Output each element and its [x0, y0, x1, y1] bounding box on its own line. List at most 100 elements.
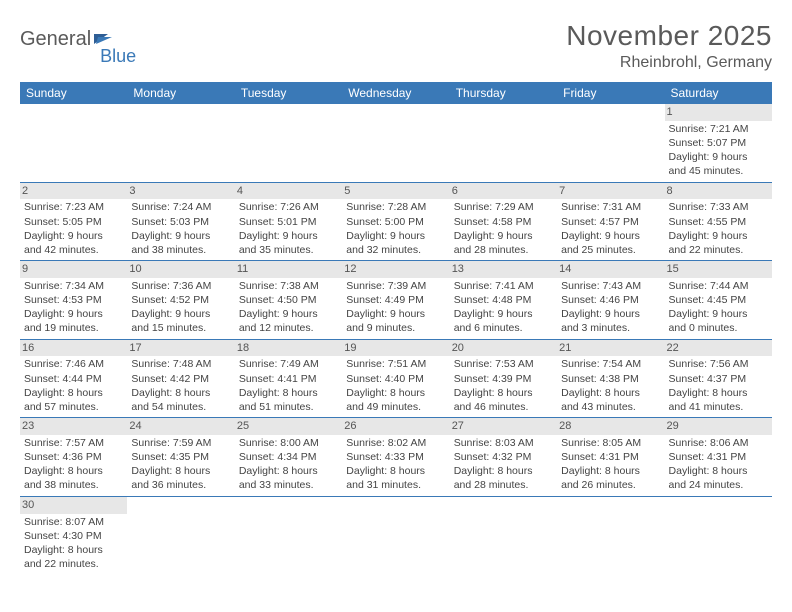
sunrise-line: Sunrise: 7:44 AM	[669, 279, 768, 293]
day-number: 14	[557, 261, 664, 278]
sunset-line: Sunset: 4:33 PM	[346, 450, 445, 464]
daylight-line-1: Daylight: 9 hours	[454, 307, 553, 321]
sunrise-line: Sunrise: 7:23 AM	[24, 200, 123, 214]
sunset-line: Sunset: 4:42 PM	[131, 372, 230, 386]
day-number: 25	[235, 418, 342, 435]
sunrise-line: Sunrise: 7:48 AM	[131, 357, 230, 371]
col-thursday: Thursday	[450, 82, 557, 104]
sunrise-line: Sunrise: 7:41 AM	[454, 279, 553, 293]
sunrise-line: Sunrise: 7:34 AM	[24, 279, 123, 293]
day-number: 27	[450, 418, 557, 435]
daylight-line-2: and 41 minutes.	[669, 400, 768, 414]
calendar-week-row: 9Sunrise: 7:34 AMSunset: 4:53 PMDaylight…	[20, 261, 772, 340]
daylight-line-2: and 49 minutes.	[346, 400, 445, 414]
sunset-line: Sunset: 4:41 PM	[239, 372, 338, 386]
calendar-day-cell: 6Sunrise: 7:29 AMSunset: 4:58 PMDaylight…	[450, 182, 557, 261]
sunset-line: Sunset: 4:32 PM	[454, 450, 553, 464]
calendar-day-cell: 3Sunrise: 7:24 AMSunset: 5:03 PMDaylight…	[127, 182, 234, 261]
sunset-line: Sunset: 5:00 PM	[346, 215, 445, 229]
daylight-line-2: and 25 minutes.	[561, 243, 660, 257]
day-number: 23	[20, 418, 127, 435]
calendar-day-cell	[127, 104, 234, 182]
logo-text-general: General	[20, 28, 91, 51]
daylight-line-1: Daylight: 8 hours	[239, 386, 338, 400]
day-number: 26	[342, 418, 449, 435]
calendar-day-cell: 13Sunrise: 7:41 AMSunset: 4:48 PMDayligh…	[450, 261, 557, 340]
day-number: 15	[665, 261, 772, 278]
sunset-line: Sunset: 4:30 PM	[24, 529, 123, 543]
sunrise-line: Sunrise: 7:21 AM	[669, 122, 768, 136]
calendar-day-cell: 14Sunrise: 7:43 AMSunset: 4:46 PMDayligh…	[557, 261, 664, 340]
daylight-line-1: Daylight: 8 hours	[561, 464, 660, 478]
sunrise-line: Sunrise: 8:03 AM	[454, 436, 553, 450]
daylight-line-1: Daylight: 8 hours	[346, 464, 445, 478]
sunset-line: Sunset: 4:58 PM	[454, 215, 553, 229]
daylight-line-1: Daylight: 8 hours	[454, 464, 553, 478]
sunset-line: Sunset: 4:52 PM	[131, 293, 230, 307]
sunset-line: Sunset: 4:45 PM	[669, 293, 768, 307]
daylight-line-2: and 38 minutes.	[131, 243, 230, 257]
col-sunday: Sunday	[20, 82, 127, 104]
day-number: 4	[235, 183, 342, 200]
daylight-line-1: Daylight: 9 hours	[24, 229, 123, 243]
daylight-line-1: Daylight: 8 hours	[24, 464, 123, 478]
sunset-line: Sunset: 4:55 PM	[669, 215, 768, 229]
daylight-line-2: and 6 minutes.	[454, 321, 553, 335]
title-block: November 2025 Rheinbrohl, Germany	[566, 20, 772, 72]
daylight-line-1: Daylight: 8 hours	[131, 464, 230, 478]
daylight-line-2: and 0 minutes.	[669, 321, 768, 335]
daylight-line-1: Daylight: 9 hours	[346, 307, 445, 321]
page-header: General Blue November 2025 Rheinbrohl, G…	[20, 20, 772, 72]
calendar-table: Sunday Monday Tuesday Wednesday Thursday…	[20, 82, 772, 574]
daylight-line-2: and 3 minutes.	[561, 321, 660, 335]
day-number: 13	[450, 261, 557, 278]
day-number: 1	[665, 104, 772, 121]
sunset-line: Sunset: 4:53 PM	[24, 293, 123, 307]
daylight-line-1: Daylight: 9 hours	[561, 307, 660, 321]
day-number: 18	[235, 340, 342, 357]
calendar-day-cell	[20, 104, 127, 182]
col-tuesday: Tuesday	[235, 82, 342, 104]
daylight-line-2: and 32 minutes.	[346, 243, 445, 257]
calendar-day-cell: 24Sunrise: 7:59 AMSunset: 4:35 PMDayligh…	[127, 418, 234, 497]
calendar-day-cell	[235, 104, 342, 182]
day-number: 6	[450, 183, 557, 200]
daylight-line-2: and 51 minutes.	[239, 400, 338, 414]
sunset-line: Sunset: 4:34 PM	[239, 450, 338, 464]
col-wednesday: Wednesday	[342, 82, 449, 104]
daylight-line-2: and 35 minutes.	[239, 243, 338, 257]
daylight-line-2: and 19 minutes.	[24, 321, 123, 335]
sunset-line: Sunset: 4:37 PM	[669, 372, 768, 386]
calendar-day-cell	[127, 496, 234, 574]
sunrise-line: Sunrise: 8:00 AM	[239, 436, 338, 450]
day-number: 7	[557, 183, 664, 200]
calendar-day-cell: 16Sunrise: 7:46 AMSunset: 4:44 PMDayligh…	[20, 339, 127, 418]
calendar-week-row: 23Sunrise: 7:57 AMSunset: 4:36 PMDayligh…	[20, 418, 772, 497]
daylight-line-2: and 42 minutes.	[24, 243, 123, 257]
calendar-day-cell: 29Sunrise: 8:06 AMSunset: 4:31 PMDayligh…	[665, 418, 772, 497]
sunrise-line: Sunrise: 8:07 AM	[24, 515, 123, 529]
day-number: 2	[20, 183, 127, 200]
day-number: 19	[342, 340, 449, 357]
daylight-line-1: Daylight: 8 hours	[131, 386, 230, 400]
sunrise-line: Sunrise: 7:59 AM	[131, 436, 230, 450]
calendar-day-cell: 19Sunrise: 7:51 AMSunset: 4:40 PMDayligh…	[342, 339, 449, 418]
calendar-day-cell	[450, 104, 557, 182]
daylight-line-2: and 28 minutes.	[454, 243, 553, 257]
calendar-day-cell	[450, 496, 557, 574]
daylight-line-1: Daylight: 9 hours	[131, 229, 230, 243]
calendar-day-cell: 10Sunrise: 7:36 AMSunset: 4:52 PMDayligh…	[127, 261, 234, 340]
daylight-line-2: and 57 minutes.	[24, 400, 123, 414]
col-friday: Friday	[557, 82, 664, 104]
day-number: 24	[127, 418, 234, 435]
month-title: November 2025	[566, 20, 772, 52]
daylight-line-1: Daylight: 8 hours	[669, 464, 768, 478]
daylight-line-1: Daylight: 8 hours	[561, 386, 660, 400]
daylight-line-1: Daylight: 9 hours	[669, 229, 768, 243]
calendar-day-cell: 2Sunrise: 7:23 AMSunset: 5:05 PMDaylight…	[20, 182, 127, 261]
daylight-line-1: Daylight: 9 hours	[454, 229, 553, 243]
sunrise-line: Sunrise: 7:57 AM	[24, 436, 123, 450]
daylight-line-1: Daylight: 8 hours	[669, 386, 768, 400]
sunrise-line: Sunrise: 7:51 AM	[346, 357, 445, 371]
calendar-day-cell	[342, 104, 449, 182]
